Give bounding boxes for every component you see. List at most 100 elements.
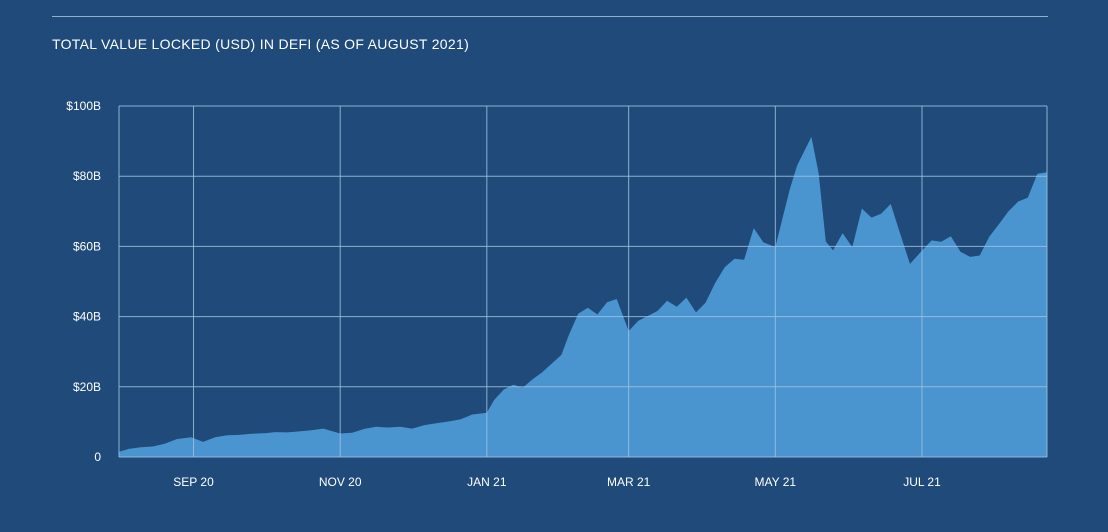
data-point (685, 296, 688, 299)
data-point (889, 202, 892, 205)
y-tick-label: $60B (73, 239, 101, 253)
data-point (567, 334, 570, 337)
data-point (860, 207, 863, 210)
x-tick-label: MAR 21 (607, 475, 651, 489)
tvl-area-series (119, 136, 1047, 457)
data-point (190, 436, 193, 439)
data-point (387, 426, 390, 429)
data-point (423, 424, 426, 427)
data-point (675, 305, 678, 308)
data-point (298, 430, 301, 433)
data-point (363, 427, 366, 430)
data-point (139, 446, 142, 449)
data-point (969, 255, 972, 258)
y-tick-label: $20B (73, 380, 101, 394)
data-point (1026, 196, 1029, 199)
data-point (375, 425, 378, 428)
data-point (940, 240, 943, 243)
data-point (493, 399, 496, 402)
data-point (560, 353, 563, 356)
x-tick-label: JAN 21 (467, 475, 507, 489)
area-layer (119, 135, 1047, 457)
data-point (471, 413, 474, 416)
data-point (322, 427, 325, 430)
data-point (752, 227, 755, 230)
data-point (817, 172, 820, 175)
data-point (1036, 172, 1039, 175)
data-point (832, 249, 835, 252)
data-point (781, 217, 784, 220)
data-point (163, 442, 166, 445)
data-point (151, 445, 154, 448)
y-tick-label: $80B (73, 169, 101, 183)
data-point (1007, 210, 1010, 213)
data-point (949, 235, 952, 238)
data-point (351, 431, 354, 434)
data-point (202, 440, 205, 443)
y-tick-label: 0 (94, 450, 101, 464)
data-point (502, 388, 505, 391)
data-point (723, 266, 726, 269)
data-point (541, 371, 544, 374)
data-point (637, 319, 640, 322)
data-point (978, 254, 981, 257)
gridline-overlay (118, 105, 1048, 458)
x-tick-label: MAY 21 (755, 475, 797, 489)
data-point (250, 432, 253, 435)
data-point (459, 418, 462, 421)
x-tick-label: NOV 20 (319, 475, 362, 489)
data-point (447, 420, 450, 423)
data-point (988, 235, 991, 238)
data-point (586, 306, 589, 309)
data-point (214, 436, 217, 439)
data-point (824, 240, 827, 243)
data-point (796, 164, 799, 167)
chart-title: TOTAL VALUE LOCKED (USD) IN DEFI (AS OF … (52, 36, 470, 52)
data-point (606, 301, 609, 304)
data-point (743, 258, 746, 261)
data-point (531, 378, 534, 381)
data-point (810, 135, 813, 138)
data-point (435, 422, 438, 425)
data-point (1017, 200, 1020, 203)
data-point (997, 223, 1000, 226)
data-point (596, 313, 599, 316)
data-point (870, 216, 873, 219)
data-point (264, 432, 267, 435)
data-point (930, 239, 933, 242)
data-point (286, 431, 289, 434)
data-point (880, 212, 883, 215)
data-point (788, 188, 791, 191)
data-point (577, 312, 580, 315)
data-point (841, 232, 844, 235)
data-point (695, 311, 698, 314)
data-point (909, 262, 912, 265)
data-point (656, 310, 659, 313)
data-point (704, 301, 707, 304)
data-point (615, 298, 618, 301)
data-point (899, 233, 902, 236)
data-point (310, 429, 313, 432)
data-point (238, 433, 241, 436)
top-divider (52, 16, 1048, 17)
data-point (411, 427, 414, 430)
axis-layer: 0 $20B $40B $60B $80B $100B SEP 20 NOV 20 JAN 21… (66, 99, 941, 489)
data-point (226, 434, 229, 437)
data-point (733, 257, 736, 260)
data-point (399, 425, 402, 428)
x-tick-label: SEP 20 (173, 475, 214, 489)
y-tick-label: $40B (73, 310, 101, 324)
data-point (127, 447, 130, 450)
data-point (666, 299, 669, 302)
data-point (714, 281, 717, 284)
data-point (959, 250, 962, 253)
y-tick-label: $100B (66, 99, 101, 113)
data-point (274, 431, 277, 434)
data-point (803, 150, 806, 153)
data-point (175, 438, 178, 441)
data-point (762, 241, 765, 244)
x-tick-label: JUL 21 (903, 475, 941, 489)
data-point (550, 362, 553, 365)
